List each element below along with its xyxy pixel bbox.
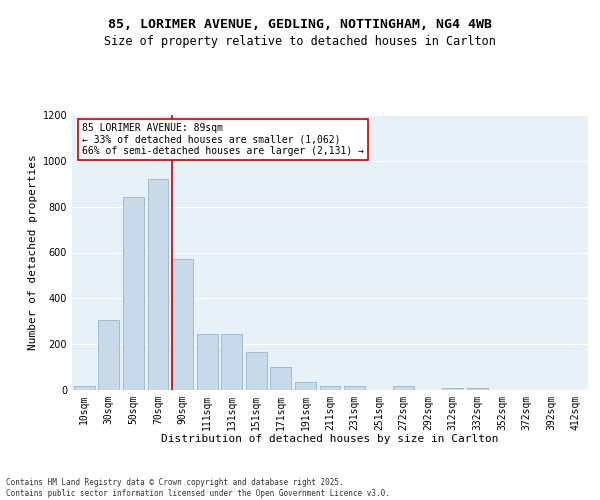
Bar [467, 388, 488, 390]
Bar [123, 198, 144, 390]
Bar [393, 386, 414, 390]
Text: Size of property relative to detached houses in Carlton: Size of property relative to detached ho… [104, 35, 496, 48]
Bar [320, 386, 340, 390]
Bar [295, 382, 316, 390]
Bar [246, 352, 267, 390]
Bar [344, 386, 365, 390]
Bar [98, 320, 119, 390]
Text: 85, LORIMER AVENUE, GEDLING, NOTTINGHAM, NG4 4WB: 85, LORIMER AVENUE, GEDLING, NOTTINGHAM,… [108, 18, 492, 30]
X-axis label: Distribution of detached houses by size in Carlton: Distribution of detached houses by size … [161, 434, 499, 444]
Bar [271, 367, 292, 390]
Bar [148, 179, 169, 390]
Text: 85 LORIMER AVENUE: 89sqm
← 33% of detached houses are smaller (1,062)
66% of sem: 85 LORIMER AVENUE: 89sqm ← 33% of detach… [82, 123, 364, 156]
Bar [221, 334, 242, 390]
Bar [172, 260, 193, 390]
Bar [74, 386, 95, 390]
Y-axis label: Number of detached properties: Number of detached properties [28, 154, 38, 350]
Text: Contains HM Land Registry data © Crown copyright and database right 2025.
Contai: Contains HM Land Registry data © Crown c… [6, 478, 390, 498]
Bar [197, 334, 218, 390]
Bar [442, 388, 463, 390]
